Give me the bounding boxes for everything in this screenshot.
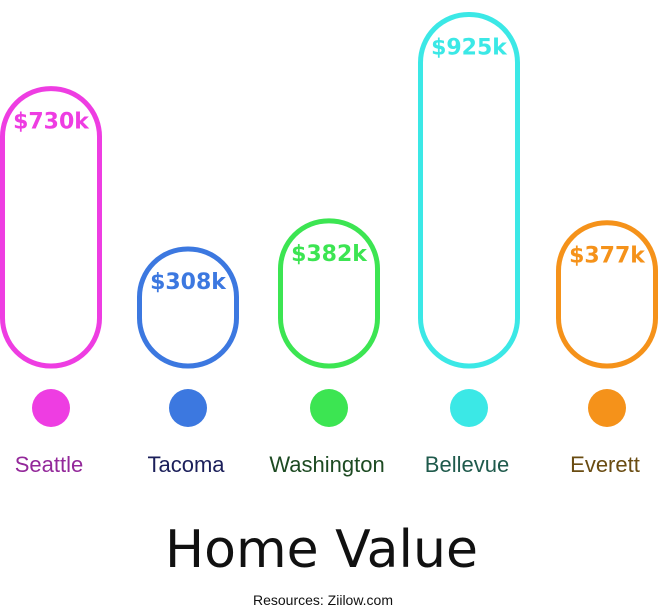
category-label-everett: Everett — [570, 452, 640, 477]
category-label-tacoma: Tacoma — [147, 452, 225, 477]
value-label-tacoma: $308k — [150, 270, 227, 295]
source-note: Resources: Ziilow.com — [252, 592, 394, 608]
category-label-seattle: Seattle — [15, 452, 84, 477]
bar-seattle — [0, 86, 102, 369]
value-label-bellevue: $925k — [431, 36, 508, 61]
bar-bellevue — [418, 12, 520, 369]
marker-dot-tacoma — [169, 389, 207, 427]
value-label-seattle: $730k — [13, 110, 90, 135]
marker-dot-washington — [310, 389, 348, 427]
bar-everett — [556, 220, 658, 369]
category-label-washington: Washington — [269, 452, 384, 477]
value-label-washington: $382k — [291, 242, 368, 267]
chart-title: Home Value — [165, 520, 478, 580]
marker-dot-everett — [588, 389, 626, 427]
bar-tacoma — [137, 246, 239, 369]
category-label-bellevue: Bellevue — [425, 452, 509, 477]
bar-washington — [278, 218, 380, 369]
marker-dot-bellevue — [450, 389, 488, 427]
value-label-everett: $377k — [569, 244, 646, 269]
marker-dot-seattle — [32, 389, 70, 427]
